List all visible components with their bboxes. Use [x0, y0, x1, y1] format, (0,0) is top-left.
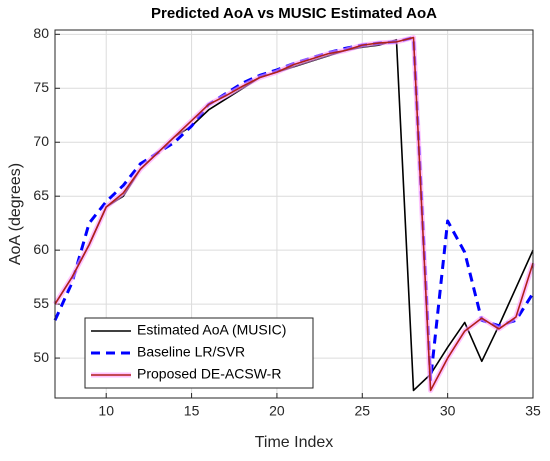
- x-tick-label: 35: [525, 403, 541, 419]
- line: [54, 36, 534, 392]
- y-tick-label: 80: [33, 25, 49, 41]
- plot-frame: [54, 29, 534, 399]
- x-tick-label: 20: [269, 403, 285, 419]
- legend-label: Baseline LR/SVR: [137, 344, 245, 360]
- x-axis-label: Time Index: [255, 434, 334, 451]
- y-tick-label: 50: [33, 349, 49, 365]
- y-axis-label: AoA (degrees): [7, 163, 24, 265]
- y-tick-label: 70: [33, 133, 49, 149]
- x-tick-label: 15: [184, 403, 200, 419]
- y-tick-label: 65: [33, 187, 49, 203]
- y-tick-label: 60: [33, 241, 49, 257]
- y-tick-label: 75: [33, 79, 49, 95]
- legend-label: Estimated AoA (MUSIC): [137, 322, 286, 338]
- x-tick-label: 30: [440, 403, 456, 419]
- chart-title: Predicted AoA vs MUSIC Estimated AoA: [151, 5, 437, 22]
- y-tick-label: 55: [33, 295, 49, 311]
- x-tick-label: 25: [354, 403, 370, 419]
- x-tick-label: 10: [98, 403, 114, 419]
- legend-label: Proposed DE-ACSW-R: [137, 366, 281, 382]
